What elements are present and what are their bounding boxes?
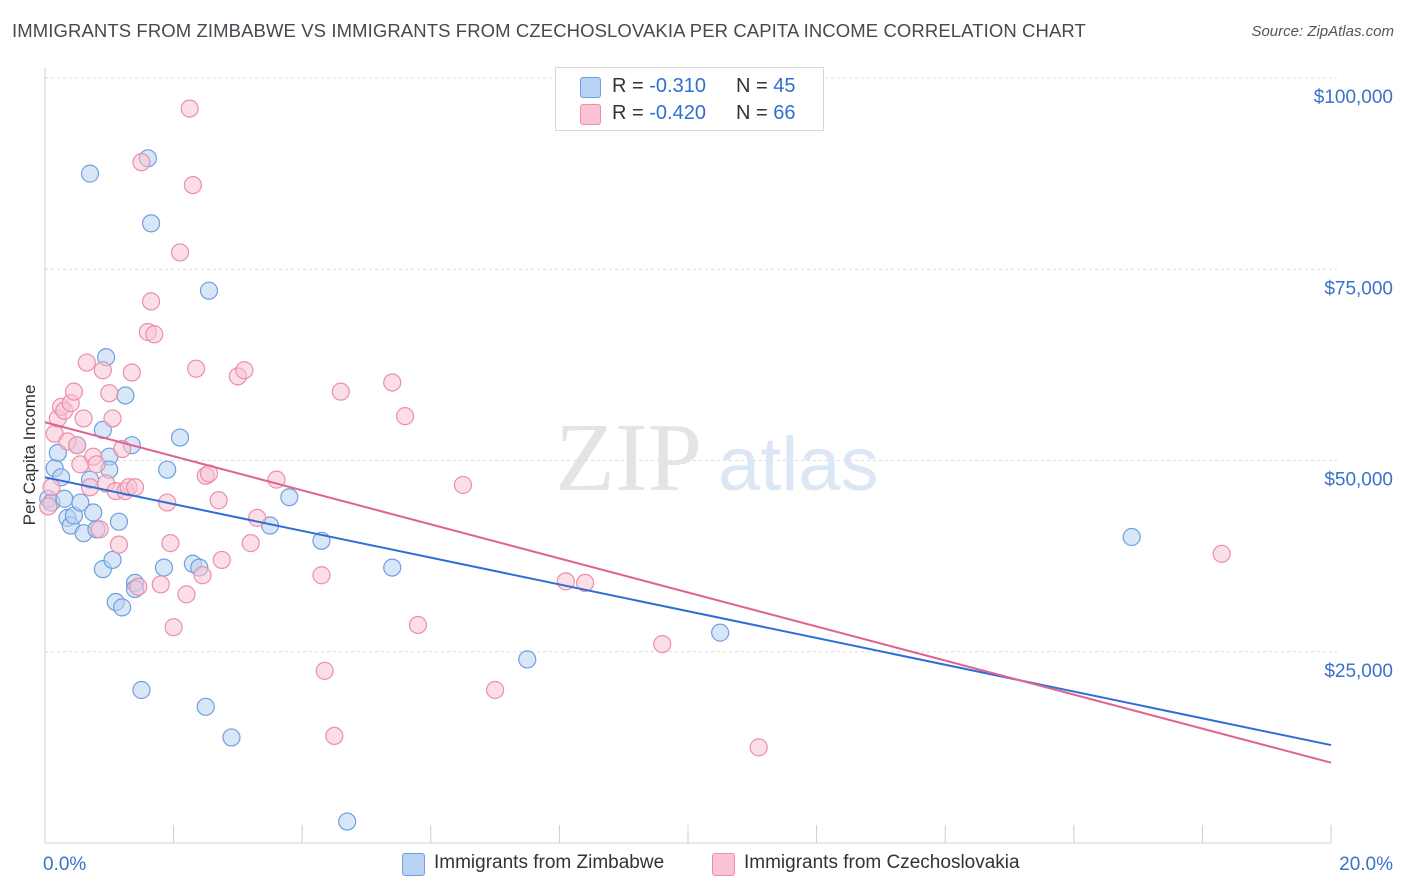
legend-swatch-zimbabwe <box>580 77 601 98</box>
stats-legend: R = -0.310 N = 45 R = -0.420 N = 66 <box>555 67 824 131</box>
watermark-atlas: atlas <box>718 422 879 507</box>
point-czechoslovakia <box>248 508 267 527</box>
point-czechoslovakia <box>164 618 183 637</box>
point-czechoslovakia <box>93 361 112 380</box>
point-czechoslovakia <box>122 363 141 382</box>
legend-label: Immigrants from Czechoslovakia <box>744 852 1020 873</box>
point-czechoslovakia <box>87 455 106 474</box>
point-czechoslovakia <box>1212 544 1231 563</box>
point-czechoslovakia <box>325 726 344 746</box>
point-zimbabwe <box>84 503 103 522</box>
point-czechoslovakia <box>132 153 151 172</box>
point-czechoslovakia <box>39 497 58 516</box>
point-zimbabwe <box>116 386 135 405</box>
x-tick-label: 20.0% <box>1339 854 1393 875</box>
point-zimbabwe <box>199 281 219 300</box>
legend-r-zimbabwe: R = -0.310 <box>612 75 706 97</box>
y-tick-label: $25,000 <box>1324 661 1393 682</box>
point-czechoslovakia <box>90 520 109 539</box>
point-czechoslovakia <box>161 534 180 553</box>
point-czechoslovakia <box>395 407 415 426</box>
point-zimbabwe <box>158 460 177 479</box>
point-czechoslovakia <box>177 585 196 604</box>
point-zimbabwe <box>222 728 241 747</box>
point-czechoslovakia <box>100 384 119 403</box>
point-czechoslovakia <box>64 382 84 401</box>
point-czechoslovakia <box>576 573 595 593</box>
x-tick-label: 0.0% <box>43 854 86 875</box>
point-czechoslovakia <box>383 373 402 392</box>
point-czechoslovakia <box>241 534 260 553</box>
point-zimbabwe <box>280 488 299 507</box>
point-czechoslovakia <box>109 535 129 554</box>
legend-swatch-czechoslovakia <box>580 104 601 125</box>
point-czechoslovakia <box>212 550 231 570</box>
point-zimbabwe <box>170 428 190 447</box>
legend-r-czechoslovakia: R = -0.420 <box>612 102 706 124</box>
point-zimbabwe <box>109 512 129 531</box>
point-zimbabwe <box>196 697 215 716</box>
point-czechoslovakia <box>486 680 505 700</box>
point-czechoslovakia <box>68 436 87 455</box>
point-czechoslovakia <box>315 661 334 680</box>
point-czechoslovakia <box>141 292 161 311</box>
legend-label: Immigrants from Zimbabwe <box>434 852 665 873</box>
point-czechoslovakia <box>145 325 164 344</box>
point-czechoslovakia <box>331 382 350 401</box>
trend-line-zimbabwe <box>44 476 1332 747</box>
series-legend: Immigrants from Zimbabwe Immigrants from… <box>0 852 1406 878</box>
point-czechoslovakia <box>235 361 254 380</box>
point-czechoslovakia <box>312 566 331 585</box>
chart-title: IMMIGRANTS FROM ZIMBABWE VS IMMIGRANTS F… <box>12 20 1086 41</box>
grid-layer <box>45 77 1337 653</box>
point-czechoslovakia <box>408 615 428 635</box>
point-zimbabwe <box>1122 527 1141 547</box>
legend-n-czechoslovakia: N = 66 <box>736 102 796 124</box>
point-czechoslovakia <box>42 478 61 497</box>
point-zimbabwe <box>338 812 357 831</box>
point-zimbabwe <box>383 558 402 577</box>
legend-swatch <box>712 853 735 876</box>
point-czechoslovakia <box>103 409 122 428</box>
point-czechoslovakia <box>170 243 190 262</box>
legend-swatch <box>402 853 425 876</box>
point-czechoslovakia <box>74 409 93 428</box>
point-czechoslovakia <box>209 491 228 510</box>
watermark: ZIP atlas <box>555 404 879 512</box>
source-label: Source: ZipAtlas.com <box>1251 23 1394 40</box>
point-czechoslovakia <box>183 176 202 195</box>
point-zimbabwe <box>71 493 90 512</box>
point-czechoslovakia <box>749 738 768 757</box>
point-czechoslovakia <box>653 634 672 654</box>
y-tick-label: $50,000 <box>1324 470 1393 491</box>
y-tick-label: $75,000 <box>1324 278 1393 299</box>
legend-n-zimbabwe: N = 45 <box>736 75 796 97</box>
labels-layer: $25,000 $50,000 $75,000 $100,000 0.0% 20.0% <box>43 87 1393 875</box>
watermark-zip: ZIP <box>555 404 702 512</box>
point-czechoslovakia <box>193 566 212 585</box>
point-czechoslovakia <box>125 478 145 497</box>
points-layer <box>39 99 1231 831</box>
point-zimbabwe <box>103 550 122 570</box>
point-czechoslovakia <box>180 99 199 118</box>
axes-layer <box>44 68 1332 844</box>
point-zimbabwe <box>80 164 100 183</box>
point-zimbabwe <box>132 680 151 700</box>
point-czechoslovakia <box>151 575 170 594</box>
point-zimbabwe <box>711 623 730 642</box>
point-zimbabwe <box>154 558 174 577</box>
y-tick-label: $100,000 <box>1314 87 1393 108</box>
point-czechoslovakia <box>453 475 473 495</box>
y-axis-label: Per Capita Income <box>20 385 39 526</box>
trend-layer <box>44 421 1332 764</box>
trend-line-czechoslovakia <box>44 421 1332 764</box>
point-zimbabwe <box>113 598 132 617</box>
point-czechoslovakia <box>187 359 206 378</box>
point-zimbabwe <box>141 214 161 233</box>
point-czechoslovakia <box>77 353 96 372</box>
point-zimbabwe <box>518 650 537 669</box>
point-czechoslovakia <box>129 577 148 596</box>
